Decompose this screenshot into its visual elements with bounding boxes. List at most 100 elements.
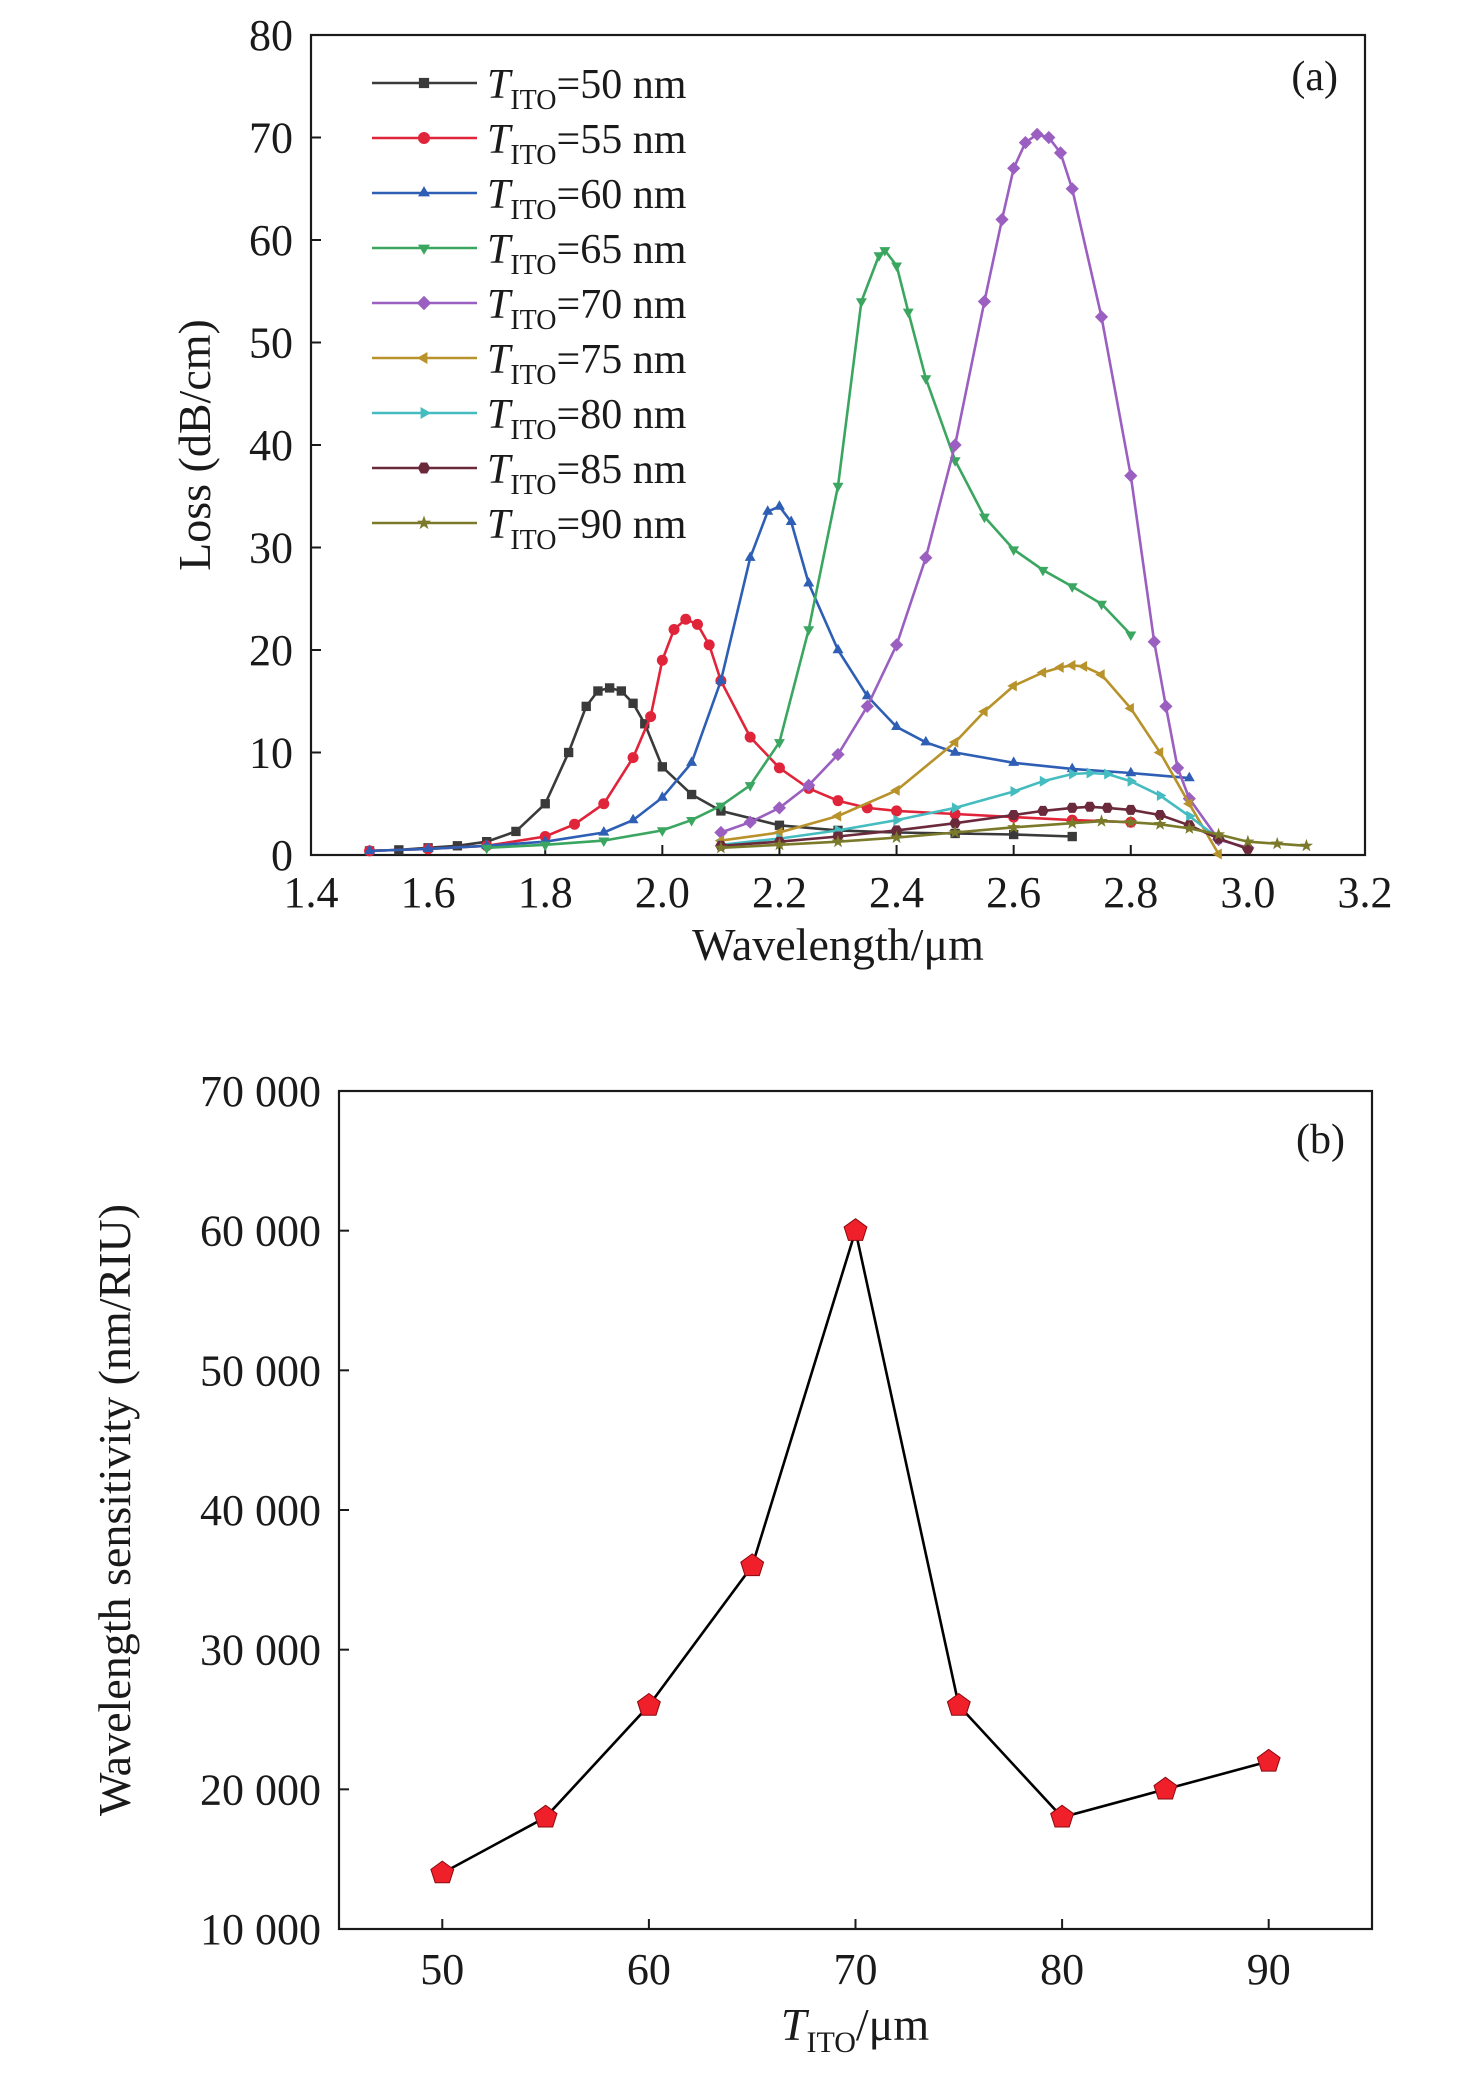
legend-marker — [420, 407, 431, 419]
y-tick-label-a: 20 — [249, 626, 293, 675]
data-point — [890, 638, 904, 652]
data-point — [1153, 747, 1164, 758]
data-point — [1270, 836, 1284, 850]
data-point — [902, 308, 914, 319]
x-tick-label-a: 2.2 — [752, 868, 807, 917]
sensitivity-point — [843, 1218, 868, 1241]
data-point — [656, 791, 668, 801]
y-axis-ticks-b: 10 000 20 000 30 000 40 000 50 000 60 000 70 0… — [200, 1067, 349, 1954]
data-point — [948, 438, 962, 452]
data-point — [1037, 805, 1049, 816]
data-point — [598, 837, 610, 847]
data-point — [593, 686, 603, 696]
data-point — [1054, 661, 1064, 673]
data-point — [1077, 660, 1088, 672]
legend-marker — [418, 132, 430, 144]
x-tick-label-a: 2.8 — [1103, 868, 1158, 917]
data-point — [890, 784, 900, 796]
data-point — [1096, 600, 1107, 611]
plot-frame-b — [337, 1089, 1374, 1931]
data-point — [1007, 161, 1021, 175]
legend-marker — [418, 244, 430, 255]
data-point — [1147, 635, 1161, 649]
data-point — [1094, 310, 1109, 324]
sensitivity-point — [430, 1860, 455, 1884]
data-point — [680, 613, 692, 625]
data-point — [978, 706, 988, 717]
data-point — [832, 795, 844, 807]
data-point — [1212, 827, 1226, 841]
data-point — [1067, 831, 1077, 842]
x-tick-label-a: 1.4 — [284, 868, 339, 917]
legend-label-rest: =65 nm — [557, 227, 687, 273]
legend-label: TITO=85 nm — [487, 447, 687, 501]
x-tick-label-a: 2.6 — [986, 868, 1041, 917]
data-point — [656, 654, 668, 666]
legend-label-rest: =75 nm — [557, 337, 687, 383]
data-point — [627, 813, 639, 824]
data-point — [772, 801, 786, 815]
data-point — [1053, 146, 1068, 160]
data-point — [1241, 834, 1255, 848]
y-tick-label-a: 30 — [249, 524, 293, 573]
data-point — [1125, 804, 1137, 815]
legend-label: TITO=80 nm — [487, 392, 687, 446]
data-point — [949, 746, 961, 756]
data-point — [657, 762, 668, 772]
y-axis-title-b: Wavelength sensitivity (nm/RIU) — [89, 1204, 140, 1816]
x-axis-title-b-rest: /μm — [856, 1999, 929, 2050]
panel-a-loss-chart: 1.4 1.6 1.8 2.0 2.2 2.4 2.6 2.8 3.0 3.2 0 10 20 30 40… — [169, 11, 1393, 970]
y-tick-label-b: 30 000 — [200, 1626, 321, 1675]
data-point — [1182, 792, 1196, 806]
data-point — [1124, 702, 1134, 714]
y-tick-label-b: 60 000 — [200, 1207, 321, 1256]
data-point — [855, 298, 867, 308]
data-point — [616, 686, 627, 696]
panel-label-b: (b) — [1296, 1117, 1345, 1163]
legend-label: TITO=55 nm — [487, 117, 687, 171]
y-tick-label-b: 50 000 — [200, 1346, 321, 1395]
legend-label: TITO=65 nm — [487, 227, 687, 281]
x-tick-label-b: 90 — [1247, 1945, 1291, 1994]
sensitivity-point — [946, 1692, 971, 1716]
series-line-6 — [720, 771, 1220, 847]
series-line-5 — [720, 664, 1220, 855]
data-point — [1065, 659, 1076, 671]
x-axis-title-b-sub: ITO — [806, 2026, 855, 2059]
data-point — [1171, 761, 1185, 775]
x-tick-label-a: 1.8 — [518, 868, 573, 917]
y-tick-label-b: 20 000 — [200, 1765, 321, 1814]
y-tick-label-a: 50 — [249, 319, 293, 368]
data-point — [686, 789, 697, 800]
legend-label-sub: ITO — [510, 250, 556, 281]
y-tick-label-b: 70 000 — [200, 1067, 321, 1116]
data-point — [774, 500, 785, 510]
legend-marker — [418, 77, 430, 89]
data-point — [1018, 136, 1032, 150]
data-point — [832, 482, 844, 493]
legend-label: TITO=75 nm — [487, 337, 687, 391]
data-point — [919, 551, 933, 565]
data-point — [773, 827, 783, 838]
data-point — [1065, 816, 1079, 829]
x-tick-label-b: 50 — [420, 1945, 464, 1994]
data-point — [920, 735, 932, 746]
data-point — [802, 778, 816, 792]
data-point — [1069, 768, 1079, 780]
legend-label-var: T — [487, 502, 513, 548]
legend-label-rest: =70 nm — [557, 282, 687, 328]
data-point — [1299, 838, 1313, 852]
y-tick-label-b: 40 000 — [200, 1486, 321, 1535]
data-point — [563, 747, 574, 758]
legend-label-var: T — [487, 117, 513, 163]
data-point — [977, 294, 991, 309]
data-point — [1156, 790, 1167, 801]
data-point — [1212, 848, 1222, 860]
data-point — [995, 212, 1009, 227]
data-point — [1007, 680, 1017, 692]
y-tick-label-a: 60 — [249, 216, 293, 265]
data-point — [1104, 768, 1114, 780]
x-axis-ticks-a: 1.4 1.6 1.8 2.0 2.2 2.4 2.6 2.8 3.0 3.2 — [284, 845, 1393, 917]
data-point — [743, 815, 757, 829]
